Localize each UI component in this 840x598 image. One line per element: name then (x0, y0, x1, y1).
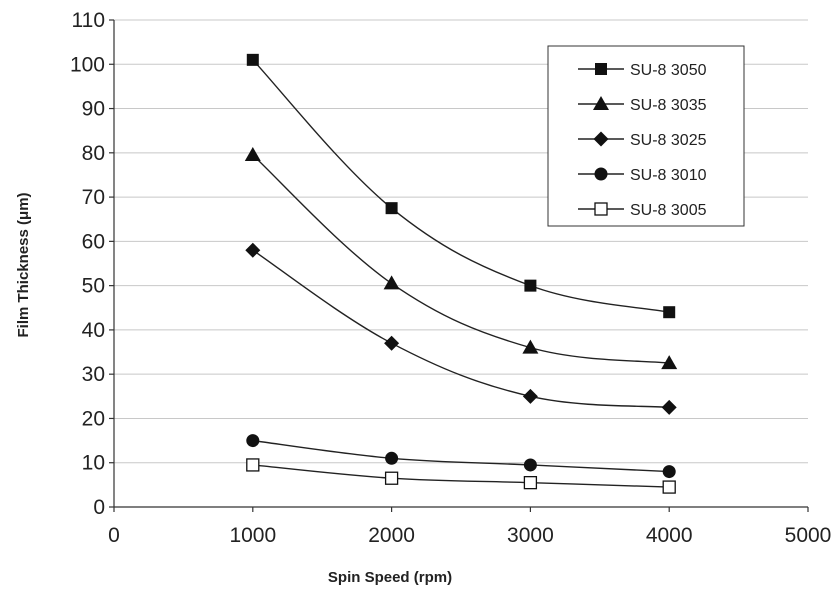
legend-marker (593, 131, 609, 147)
series-su-8-3010 (246, 434, 676, 479)
y-tick-label: 110 (72, 9, 105, 32)
y-tick-label: 100 (70, 53, 105, 76)
data-point (384, 471, 399, 485)
legend-item: SU-8 3005 (578, 202, 707, 219)
series-su-8-3035 (244, 147, 678, 370)
y-axis-title: Film Thickness (μm) (15, 192, 32, 337)
data-point (523, 475, 538, 490)
data-point (662, 480, 676, 494)
legend-label: SU-8 3025 (630, 132, 707, 149)
legend-item: SU-8 3025 (578, 131, 707, 149)
data-point (661, 355, 678, 370)
legend: SU-8 3050 SU-8 3035 SU-8 3025 SU-8 3010 SU-8… (547, 45, 745, 227)
data-point (661, 399, 677, 415)
legend-marker (593, 96, 609, 110)
x-tick-label: 0 (108, 524, 120, 547)
x-tick-label: 3000 (507, 524, 554, 547)
data-point (246, 53, 259, 66)
series-line (252, 439, 670, 473)
y-tick-label: 30 (82, 363, 105, 386)
legend-label: SU-8 3010 (630, 167, 707, 184)
series-line (252, 59, 670, 313)
legend-marker (594, 202, 608, 216)
y-tick-label: 40 (82, 319, 105, 342)
data-point (523, 458, 537, 472)
x-tick-label: 5000 (785, 524, 832, 547)
legend-label: SU-8 3005 (630, 202, 707, 219)
series-su-8-3025 (245, 242, 677, 415)
data-point (662, 465, 676, 479)
data-point (384, 335, 400, 351)
data-point (522, 388, 538, 404)
y-tick-label: 70 (82, 186, 105, 209)
data-point (385, 202, 398, 215)
data-point (246, 458, 260, 472)
x-tick-label: 1000 (229, 524, 276, 547)
legend-marker (594, 167, 608, 181)
data-point (663, 306, 676, 319)
data-point (385, 451, 399, 465)
tick-labels: 0 10 20 30 40 50 60 70 80 90 100 110 0 1000 2000 3000 40… (70, 9, 831, 547)
x-axis-title: Spin Speed (rpm) (328, 569, 452, 586)
series-su-8-3050 (246, 53, 676, 319)
legend-label: SU-8 3035 (630, 97, 707, 114)
series-line (252, 154, 670, 364)
legend-item: SU-8 3050 (578, 62, 707, 79)
series (244, 53, 678, 494)
data-point (244, 147, 261, 162)
legend-marker (595, 63, 607, 75)
legend-box (547, 45, 745, 227)
x-tick-label: 4000 (646, 524, 693, 547)
y-tick-label: 90 (82, 98, 105, 121)
legend-item: SU-8 3035 (578, 96, 707, 114)
legend-label: SU-8 3050 (630, 62, 707, 79)
y-tick-label: 60 (82, 230, 105, 253)
axes (109, 19, 809, 512)
x-tick-label: 2000 (368, 524, 415, 547)
data-point (246, 434, 260, 448)
data-point (522, 339, 539, 354)
series-su-8-3005 (246, 458, 676, 494)
series-line (252, 464, 670, 488)
legend-item: SU-8 3010 (578, 167, 707, 184)
data-point (245, 242, 261, 258)
data-point (524, 279, 537, 292)
y-tick-label: 0 (93, 496, 105, 519)
data-point (383, 275, 400, 290)
y-tick-label: 10 (82, 452, 105, 475)
y-tick-label: 80 (82, 142, 105, 165)
y-tick-label: 50 (82, 275, 105, 298)
y-tick-label: 20 (82, 407, 105, 430)
series-line (252, 249, 670, 409)
